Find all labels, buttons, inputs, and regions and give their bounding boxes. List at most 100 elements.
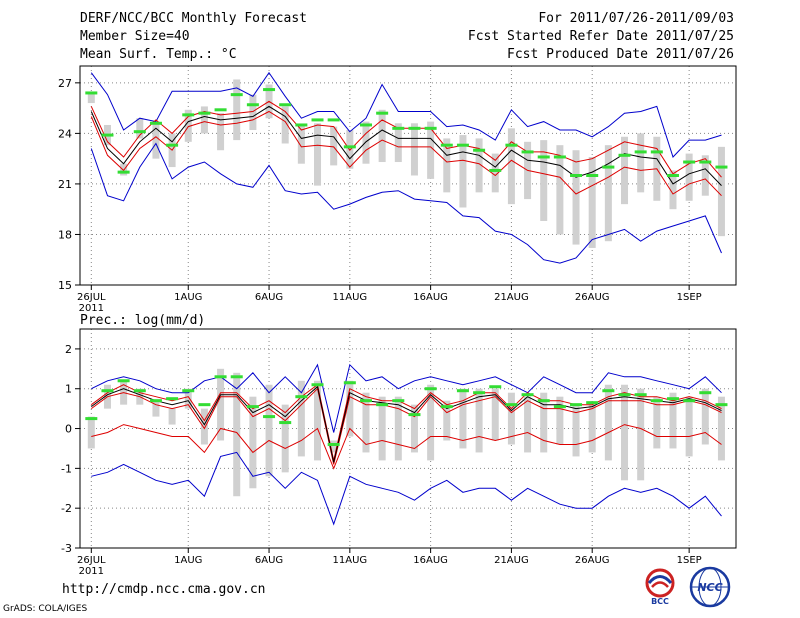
temp-median-marker xyxy=(650,150,663,154)
temp-ensemble-box xyxy=(314,123,322,186)
temp-median-marker xyxy=(456,143,469,147)
temp-spread-upper-line xyxy=(90,100,722,178)
prec-median-marker xyxy=(214,375,227,379)
prec-median-marker xyxy=(537,399,550,403)
prec-median-marker xyxy=(618,393,631,397)
prec-median-marker xyxy=(553,405,566,409)
temp-median-marker xyxy=(715,165,728,169)
temp-median-marker xyxy=(618,153,631,157)
temp-ensemble-box xyxy=(475,138,483,193)
temp-ensemble-box xyxy=(87,92,95,104)
temp-panel: 15 18 21 24 27 26JUL 1AUG 6AUG 11AUG 16AUG 21AUG 26… xyxy=(58,65,737,314)
prec-median-marker xyxy=(279,421,292,425)
prec-ensemble-box xyxy=(572,404,580,457)
prec-median-marker xyxy=(699,391,712,395)
prec-y-tick-label: -1 xyxy=(61,462,72,475)
prec-y-tick-label: 1 xyxy=(65,383,72,396)
temp-median-marker xyxy=(683,160,696,164)
source-url[interactable]: http://cmdp.ncc.cma.gov.cn xyxy=(62,582,266,597)
prec-x-tick-label: 16AUG xyxy=(413,555,448,566)
temp-median-marker xyxy=(327,118,340,122)
temp-median-marker xyxy=(359,123,372,127)
prec-ensemble-mean-line xyxy=(91,385,722,463)
prec-y-tick-label: -2 xyxy=(61,502,72,515)
temp-x-tick-label: 6AUG xyxy=(255,292,283,303)
prec-median-marker xyxy=(521,393,534,397)
prec-x-tick-label: 1SEP xyxy=(677,555,702,566)
ncc-logo-icon: NCC xyxy=(689,566,731,608)
prec-ensemble-box xyxy=(443,400,451,441)
prec-median-marker xyxy=(424,387,437,391)
prec-median-marker xyxy=(311,383,324,387)
temp-ensemble-box xyxy=(136,118,144,139)
prec-median-marker xyxy=(327,442,340,446)
bcc-logo-icon: BCC xyxy=(645,568,675,606)
temp-ensemble-box xyxy=(685,153,693,201)
prec-x-tick-label: 26JUL xyxy=(77,555,106,566)
prec-x-tick-label: 11AUG xyxy=(333,555,368,566)
prec-ensemble-box xyxy=(524,396,532,453)
prec-ensemble-box xyxy=(637,388,645,481)
prec-y-tick-label: -3 xyxy=(61,542,72,555)
temp-ensemble-box xyxy=(410,123,418,176)
prec-ensemble-min-line xyxy=(91,451,722,526)
prec-median-marker xyxy=(166,397,179,401)
grads-credit: GrADS: COLA/IGES xyxy=(3,604,88,614)
prec-median-marker xyxy=(473,391,486,395)
temp-median-marker xyxy=(198,111,211,115)
temp-median-marker xyxy=(149,121,162,125)
prec-ensemble-box xyxy=(233,372,241,497)
temp-median-marker xyxy=(473,148,486,152)
prec-panel: -3 -2 -1 0 1 2 26JUL 1AUG 6AUG 11AUG 16AUG 21AUG 26A… xyxy=(61,313,737,577)
prec-ensemble-box xyxy=(184,388,192,409)
prec-median-marker xyxy=(295,395,308,399)
prec-ensemble-box xyxy=(265,384,273,477)
temp-median-marker xyxy=(133,130,146,134)
prec-ensemble-box xyxy=(152,400,160,417)
prec-ensemble-box xyxy=(717,396,725,461)
temp-y-tick-label: 27 xyxy=(58,77,72,90)
prec-median-marker xyxy=(715,403,728,407)
prec-ensemble-box xyxy=(507,392,515,445)
temp-ensemble-max-line xyxy=(90,71,722,158)
temp-x-tick-label: 11AUG xyxy=(333,292,368,303)
prec-median-marker xyxy=(570,403,583,407)
temp-median-marker xyxy=(537,155,550,159)
prec-ensemble-box xyxy=(297,380,305,457)
temp-ensemble-box xyxy=(200,106,208,134)
temp-median-marker xyxy=(408,126,421,130)
temp-ensemble-box xyxy=(507,128,515,205)
prec-median-marker xyxy=(230,375,243,379)
prec-ensemble-box xyxy=(701,388,709,445)
prec-ensemble-box xyxy=(217,368,225,441)
prec-x-tick-label: 6AUG xyxy=(255,555,283,566)
temp-ensemble-box xyxy=(152,121,160,159)
prec-ensemble-box xyxy=(491,388,499,441)
prec-ensemble-box xyxy=(87,416,95,449)
temp-ensemble-min-line xyxy=(90,142,722,264)
prec-median-marker xyxy=(440,405,453,409)
temp-median-marker xyxy=(392,126,405,130)
prec-ensemble-box xyxy=(459,388,467,449)
temp-median-marker xyxy=(279,103,292,107)
temp-median-marker xyxy=(634,150,647,154)
prec-median-marker xyxy=(149,399,162,403)
temp-median-marker xyxy=(489,168,502,172)
prec-x-tick-label: 21AUG xyxy=(494,555,529,566)
prec-median-marker xyxy=(586,401,599,405)
prec-ensemble-max-line xyxy=(91,363,722,433)
prec-median-marker xyxy=(650,399,663,403)
temp-ensemble-box xyxy=(378,109,386,163)
temp-y-tick-label: 24 xyxy=(58,127,72,140)
temp-x-year-label: 2011 xyxy=(79,303,104,314)
prec-median-marker xyxy=(489,385,502,389)
temp-ensemble-box xyxy=(588,156,596,248)
temp-median-marker xyxy=(505,143,518,147)
temp-ensemble-box xyxy=(572,150,580,245)
prec-x-tick-label: 1AUG xyxy=(174,555,202,566)
temp-ensemble-box xyxy=(394,123,402,163)
prec-median-marker xyxy=(376,403,389,407)
temp-median-marker xyxy=(521,150,534,154)
prec-median-marker xyxy=(602,389,615,393)
prec-ensemble-box xyxy=(604,384,612,461)
